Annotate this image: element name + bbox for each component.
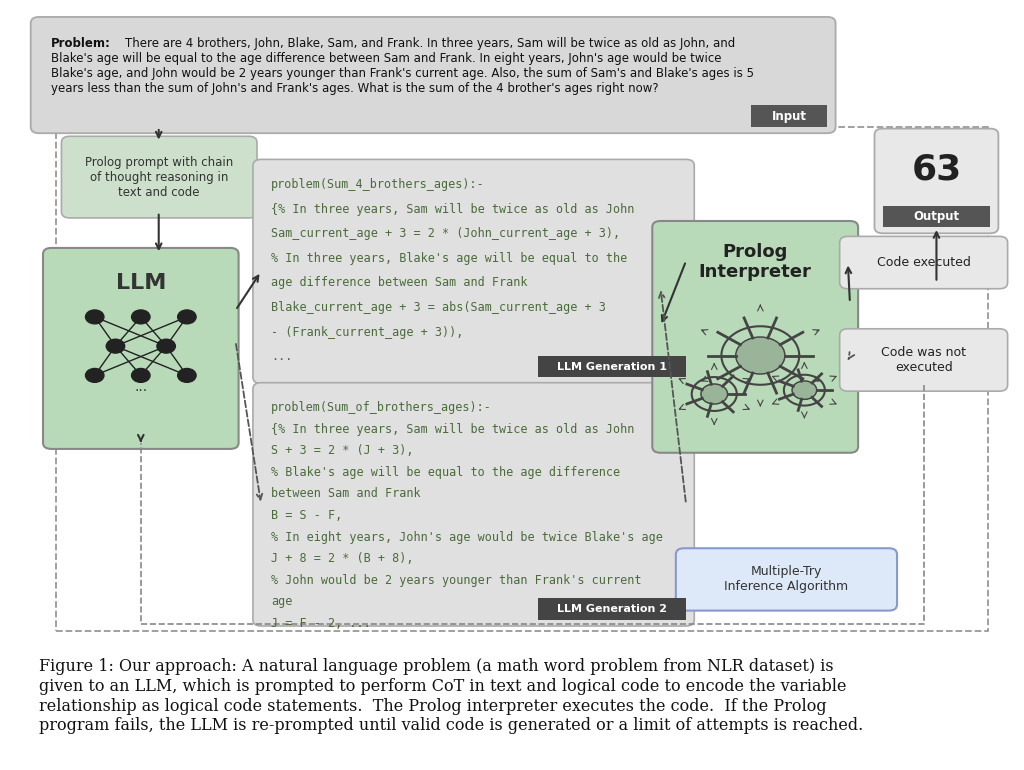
Circle shape bbox=[178, 310, 197, 324]
FancyBboxPatch shape bbox=[538, 598, 686, 620]
FancyBboxPatch shape bbox=[883, 206, 990, 227]
Text: LLM: LLM bbox=[116, 273, 166, 293]
Text: problem(Sum_of_brothers_ages):-: problem(Sum_of_brothers_ages):- bbox=[271, 401, 493, 414]
FancyBboxPatch shape bbox=[61, 136, 257, 218]
Text: Sam_current_age + 3 = 2 * (John_current_age + 3),: Sam_current_age + 3 = 2 * (John_current_… bbox=[271, 227, 621, 240]
Text: There are 4 brothers, John, Blake, Sam, and Frank. In three years, Sam will be t: There are 4 brothers, John, Blake, Sam, … bbox=[125, 37, 735, 50]
Circle shape bbox=[106, 340, 125, 353]
FancyBboxPatch shape bbox=[840, 236, 1008, 289]
Text: Output: Output bbox=[913, 210, 959, 223]
Text: Problem:: Problem: bbox=[51, 37, 111, 50]
Text: Blake_current_age + 3 = abs(Sam_current_age + 3: Blake_current_age + 3 = abs(Sam_current_… bbox=[271, 301, 606, 314]
Text: problem(Sum_4_brothers_ages):-: problem(Sum_4_brothers_ages):- bbox=[271, 178, 485, 191]
Text: S + 3 = 2 * (J + 3),: S + 3 = 2 * (J + 3), bbox=[271, 444, 414, 457]
Text: Multiple-Try
Inference Algorithm: Multiple-Try Inference Algorithm bbox=[724, 565, 849, 594]
Circle shape bbox=[131, 369, 151, 383]
FancyBboxPatch shape bbox=[253, 383, 694, 626]
Circle shape bbox=[178, 369, 197, 383]
Text: Figure 1: Our approach: A natural language problem (a math word problem from NLR: Figure 1: Our approach: A natural langua… bbox=[39, 658, 863, 734]
Text: ...: ... bbox=[134, 380, 147, 394]
Text: years less than the sum of John's and Frank's ages. What is the sum of the 4 bro: years less than the sum of John's and Fr… bbox=[51, 82, 658, 95]
Text: ...: ... bbox=[271, 350, 293, 363]
Text: Prolog prompt with chain
of thought reasoning in
text and code: Prolog prompt with chain of thought reas… bbox=[85, 156, 233, 199]
Circle shape bbox=[735, 337, 785, 374]
Text: {% In three years, Sam will be twice as old as John: {% In three years, Sam will be twice as … bbox=[271, 423, 635, 436]
FancyBboxPatch shape bbox=[43, 248, 239, 449]
Text: Blake's age will be equal to the age difference between Sam and Frank. In eight : Blake's age will be equal to the age dif… bbox=[51, 52, 722, 65]
Circle shape bbox=[131, 310, 151, 324]
FancyBboxPatch shape bbox=[253, 159, 694, 383]
FancyBboxPatch shape bbox=[538, 356, 686, 377]
Text: % Blake's age will be equal to the age difference: % Blake's age will be equal to the age d… bbox=[271, 466, 621, 479]
Text: J = F - 2, ...: J = F - 2, ... bbox=[271, 617, 371, 630]
Text: - (Frank_current_age + 3)),: - (Frank_current_age + 3)), bbox=[271, 326, 464, 339]
FancyBboxPatch shape bbox=[676, 548, 897, 611]
FancyBboxPatch shape bbox=[652, 221, 858, 453]
Text: LLM Generation 2: LLM Generation 2 bbox=[557, 604, 667, 614]
Circle shape bbox=[700, 384, 727, 404]
Text: Code executed: Code executed bbox=[877, 256, 971, 269]
FancyBboxPatch shape bbox=[840, 329, 1008, 391]
Text: age difference between Sam and Frank: age difference between Sam and Frank bbox=[271, 276, 527, 290]
Text: % John would be 2 years younger than Frank's current: % John would be 2 years younger than Fra… bbox=[271, 574, 642, 587]
FancyBboxPatch shape bbox=[31, 17, 836, 133]
Text: Input: Input bbox=[771, 110, 807, 122]
Circle shape bbox=[86, 369, 104, 383]
Text: J + 8 = 2 * (B + 8),: J + 8 = 2 * (B + 8), bbox=[271, 552, 414, 565]
Text: % In eight years, John's age would be twice Blake's age: % In eight years, John's age would be tw… bbox=[271, 531, 664, 544]
Text: LLM Generation 1: LLM Generation 1 bbox=[557, 362, 667, 371]
Circle shape bbox=[157, 340, 175, 353]
Text: age: age bbox=[271, 595, 293, 608]
Text: Blake's age, and John would be 2 years younger than Frank's current age. Also, t: Blake's age, and John would be 2 years y… bbox=[51, 67, 755, 80]
FancyBboxPatch shape bbox=[874, 129, 998, 233]
Text: Code was not
executed: Code was not executed bbox=[881, 346, 967, 374]
Text: Prolog
Interpreter: Prolog Interpreter bbox=[698, 243, 812, 281]
Circle shape bbox=[793, 381, 817, 400]
Text: % In three years, Blake's age will be equal to the: % In three years, Blake's age will be eq… bbox=[271, 252, 628, 265]
Circle shape bbox=[86, 310, 104, 324]
Text: 63: 63 bbox=[911, 153, 962, 187]
FancyBboxPatch shape bbox=[751, 105, 827, 127]
Text: B = S - F,: B = S - F, bbox=[271, 509, 343, 522]
Text: {% In three years, Sam will be twice as old as John: {% In three years, Sam will be twice as … bbox=[271, 203, 635, 216]
Text: between Sam and Frank: between Sam and Frank bbox=[271, 487, 421, 501]
